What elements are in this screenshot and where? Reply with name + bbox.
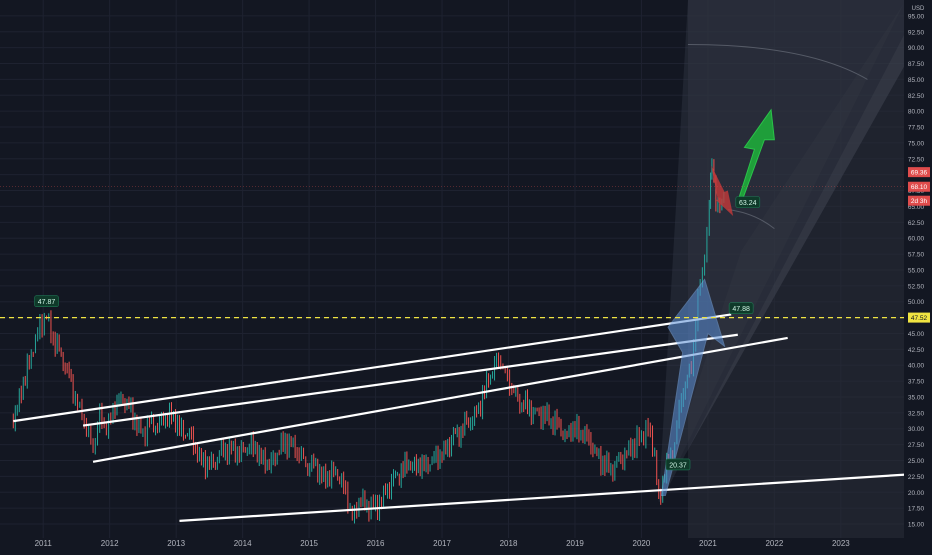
x-tick-label: 2021 xyxy=(699,539,717,548)
price-tag: 69.36 xyxy=(911,170,928,177)
y-tick-label: 25.00 xyxy=(908,458,925,465)
price-label-box xyxy=(34,295,59,308)
y-tick-label: 57.50 xyxy=(908,252,925,259)
dashed-level-tag-box xyxy=(908,312,930,323)
price-label-box xyxy=(728,302,754,314)
y-tick-label: 50.00 xyxy=(908,299,925,306)
y-axis-panel[interactable] xyxy=(904,0,932,550)
x-tick-label: 2023 xyxy=(832,539,850,548)
y-tick-label: 62.50 xyxy=(908,220,925,227)
fib-zone xyxy=(687,0,904,538)
x-tick-label: 2014 xyxy=(234,539,252,548)
y-tick-label: 42.50 xyxy=(908,347,925,354)
y-axis[interactable]: USD 15.00 17.50 20.00 22.50 25.00 27.50 30.00 32… xyxy=(904,0,932,550)
y-tick-label: 32.50 xyxy=(908,410,925,417)
x-axis: 2011 2012 2013 2014 2015 2016 2017 2018 2019 2020… xyxy=(35,539,851,548)
price-label-box xyxy=(735,196,761,208)
y-tick-label: 82.50 xyxy=(908,93,925,100)
trendline[interactable] xyxy=(82,333,738,427)
x-tick-label: 2022 xyxy=(765,539,783,548)
trendline[interactable] xyxy=(179,473,908,522)
red-down-arrow[interactable] xyxy=(711,165,734,216)
levels xyxy=(0,186,904,319)
y-tick-label: 37.50 xyxy=(908,379,925,386)
y-tick-label: 15.00 xyxy=(908,522,925,529)
x-tick-label: 2020 xyxy=(633,539,651,548)
y-tick-label: 27.50 xyxy=(908,442,925,449)
x-tick-label: 2013 xyxy=(167,539,185,548)
price-tag-box xyxy=(908,195,930,206)
y-tick-label: 90.00 xyxy=(908,45,925,52)
price-tag-box xyxy=(908,181,930,192)
fib-arc xyxy=(687,43,868,80)
x-tick-label: 2012 xyxy=(101,539,119,548)
y-tick-label: 17.50 xyxy=(908,506,925,513)
y-tick-label: 35.00 xyxy=(908,394,925,401)
dashed-level-tag: 47.52 xyxy=(911,315,928,322)
y-tick-label: 85.00 xyxy=(908,77,925,84)
trendline[interactable] xyxy=(13,313,732,423)
price-tag: 68.10 xyxy=(911,184,928,191)
price-label: 63.24 xyxy=(739,200,757,207)
y-tick-label: 52.50 xyxy=(908,283,925,290)
trendlines[interactable] xyxy=(13,313,908,522)
x-tick-label: 2019 xyxy=(566,539,584,548)
y-tick-label: 87.50 xyxy=(908,61,925,68)
y-tick-label: 72.50 xyxy=(908,156,925,163)
currency-label: USD xyxy=(912,6,925,12)
x-tick-label: 2016 xyxy=(367,539,385,548)
y-tick-label: 22.50 xyxy=(908,474,925,481)
x-tick-label: 2011 xyxy=(35,539,53,548)
candles xyxy=(12,158,725,524)
y-tick-label: 20.00 xyxy=(908,490,925,497)
trendline[interactable] xyxy=(92,336,788,463)
y-tick-label: 80.00 xyxy=(908,109,925,116)
y-tick-label: 65.00 xyxy=(908,204,925,211)
price-labels: 47.87 47.88 20.37 63.24 xyxy=(34,196,761,471)
y-tick-label: 60.00 xyxy=(908,236,925,243)
y-tick-label: 45.00 xyxy=(908,331,925,338)
fib-fan-overlay xyxy=(658,0,904,538)
x-tick-label: 2015 xyxy=(300,539,318,548)
y-tick-label: 55.00 xyxy=(908,267,925,274)
price-label: 20.37 xyxy=(669,462,687,469)
y-tick-label: 30.00 xyxy=(908,426,925,433)
x-tick-label: 2018 xyxy=(500,539,518,548)
price-label-box xyxy=(665,458,691,471)
y-tick-label: 92.50 xyxy=(908,29,925,36)
y-tick-label: 77.50 xyxy=(908,125,925,132)
fib-arc xyxy=(727,209,775,230)
price-tag: 2d 3h xyxy=(911,198,928,205)
price-label: 47.87 xyxy=(38,299,56,306)
price-label: 47.88 xyxy=(732,306,750,313)
x-tick-label: 2017 xyxy=(433,539,451,548)
green-up-arrow[interactable] xyxy=(737,108,775,202)
y-tick-label: 95.00 xyxy=(908,13,925,20)
fib-fan-band xyxy=(658,3,904,502)
fib-fan-band xyxy=(658,0,904,502)
y-tick-label: 75.00 xyxy=(908,140,925,147)
y-tick-label: 40.00 xyxy=(908,363,925,370)
arrows[interactable] xyxy=(660,108,775,496)
price-tag-box xyxy=(908,167,930,178)
